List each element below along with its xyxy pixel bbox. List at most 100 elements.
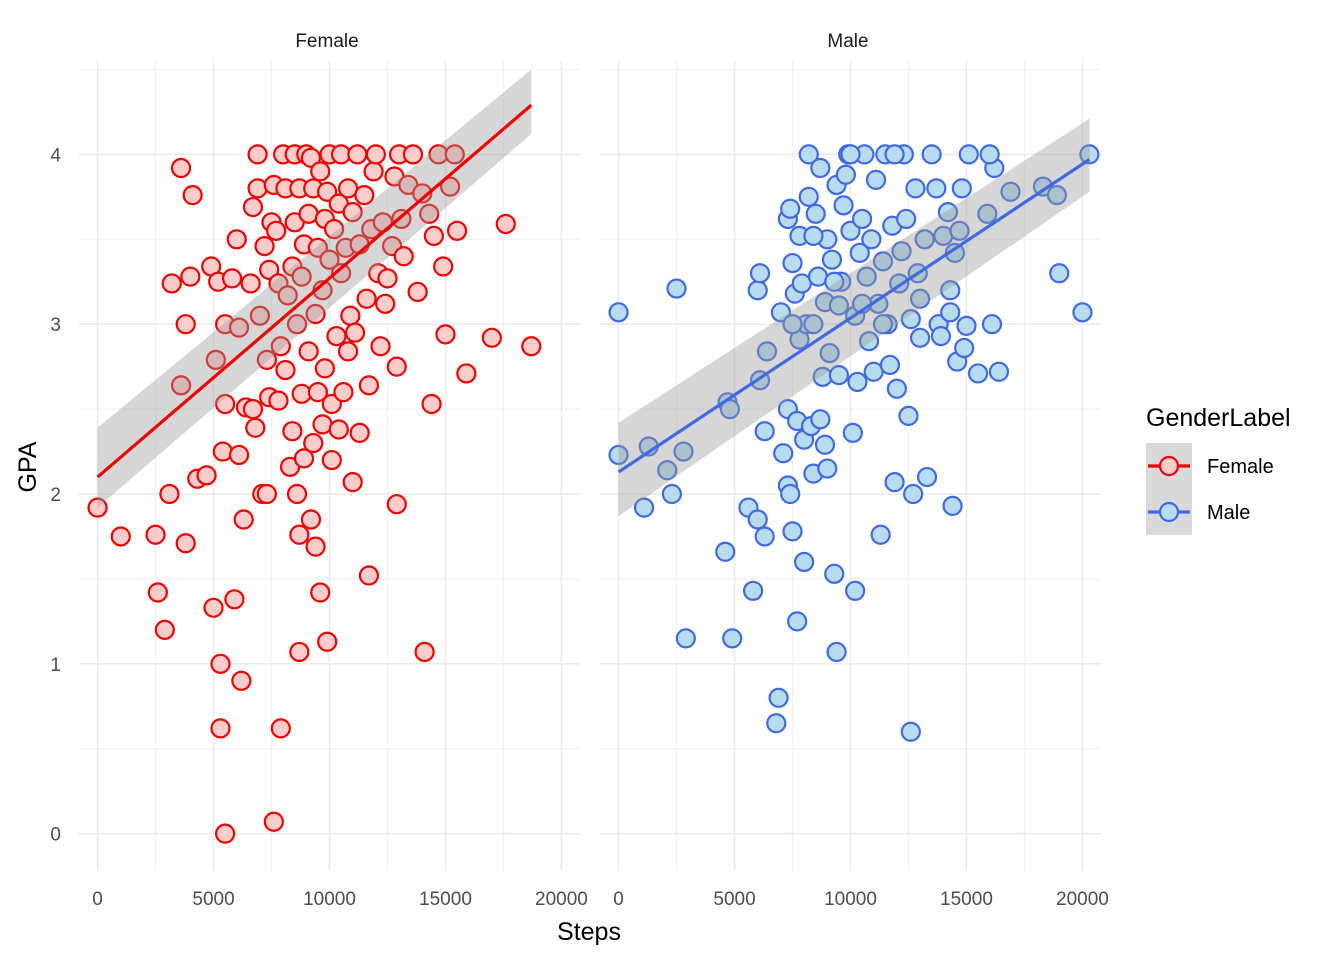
data-point	[773, 443, 794, 464]
data-point	[886, 378, 907, 399]
data-point	[307, 237, 329, 258]
data-point	[291, 266, 312, 287]
data-point	[333, 382, 354, 403]
data-point	[196, 465, 217, 486]
data-point	[951, 178, 972, 199]
data-point	[909, 327, 931, 348]
data-point	[321, 393, 342, 415]
data-point	[215, 823, 236, 844]
confidence-band	[97, 69, 532, 508]
legend-key-female	[1146, 443, 1192, 489]
data-point	[423, 225, 444, 247]
data-point	[858, 331, 880, 352]
data-point	[233, 509, 254, 530]
facet-label-male: Male	[827, 31, 868, 52]
data-point	[954, 337, 975, 359]
data-point	[319, 249, 340, 270]
data-points	[87, 144, 542, 844]
data-point	[754, 421, 775, 442]
data-point	[840, 144, 861, 165]
data-point	[242, 399, 264, 420]
data-point	[240, 273, 261, 294]
data-point	[317, 181, 338, 202]
gridlines	[600, 61, 1101, 871]
data-point	[766, 713, 787, 734]
data-point	[210, 718, 231, 739]
data-point	[715, 541, 736, 562]
data-point	[326, 325, 347, 347]
legend-key-point	[1158, 501, 1180, 523]
data-point	[988, 361, 1010, 382]
data-point	[780, 198, 801, 219]
data-point	[940, 302, 961, 323]
data-point	[342, 202, 363, 223]
data-point	[393, 246, 414, 267]
data-point	[884, 144, 905, 165]
data-point	[861, 229, 882, 250]
data-point	[819, 342, 840, 364]
data-point	[608, 444, 629, 466]
data-point	[305, 536, 326, 557]
y-tick-label: 3	[50, 315, 61, 336]
data-point	[840, 220, 861, 241]
y-tick-label: 2	[50, 485, 61, 506]
data-point	[212, 441, 233, 462]
data-point	[673, 441, 694, 462]
x-tick-label: 20000	[535, 889, 588, 910]
data-point	[349, 422, 370, 443]
trend-line	[96, 103, 533, 479]
data-point	[159, 483, 180, 505]
data-point	[937, 202, 959, 223]
data-point	[433, 256, 454, 277]
x-tick-label: 5000	[192, 889, 234, 910]
data-point	[782, 252, 803, 274]
x-tick-label: 10000	[824, 889, 877, 910]
data-point	[835, 164, 856, 185]
data-point	[254, 235, 275, 257]
data-point	[440, 176, 461, 197]
data-point	[175, 533, 196, 554]
data-point	[768, 687, 789, 708]
data-point	[633, 497, 655, 518]
data-point	[787, 611, 808, 632]
data-point	[226, 229, 247, 250]
legend: GenderLabel Female Male	[1146, 404, 1291, 535]
data-point	[242, 196, 264, 218]
data-point	[722, 628, 743, 649]
data-point	[266, 220, 287, 241]
data-point	[814, 434, 836, 455]
data-point	[324, 219, 345, 240]
panel-female: Female 0 5000 10000 15000 20000 0 1 2 3 4	[50, 31, 587, 910]
data-point	[221, 268, 243, 289]
data-point	[310, 161, 331, 182]
data-point	[942, 495, 963, 517]
data-point	[851, 208, 873, 230]
data-point	[87, 497, 108, 518]
data-point	[110, 526, 131, 547]
data-point	[210, 653, 231, 674]
data-point	[270, 718, 291, 739]
data-point	[145, 524, 166, 545]
data-point	[289, 524, 310, 545]
data-point	[444, 144, 465, 165]
data-point	[300, 147, 322, 168]
data-point	[872, 314, 894, 335]
data-point	[891, 241, 912, 262]
data-point	[884, 472, 905, 493]
data-point	[805, 203, 826, 224]
data-point	[981, 314, 1003, 335]
x-tick-label: 10000	[303, 889, 356, 910]
y-tick-label: 0	[50, 825, 61, 846]
legend-key-point	[1158, 455, 1180, 477]
data-point	[817, 458, 838, 479]
data-point	[275, 359, 296, 381]
data-point	[909, 288, 931, 309]
data-point	[354, 185, 375, 206]
x-tick-label: 0	[92, 889, 103, 910]
data-point	[810, 157, 831, 179]
data-point	[521, 336, 542, 357]
data-point	[872, 251, 894, 272]
data-point	[914, 229, 935, 250]
data-point	[205, 349, 226, 370]
